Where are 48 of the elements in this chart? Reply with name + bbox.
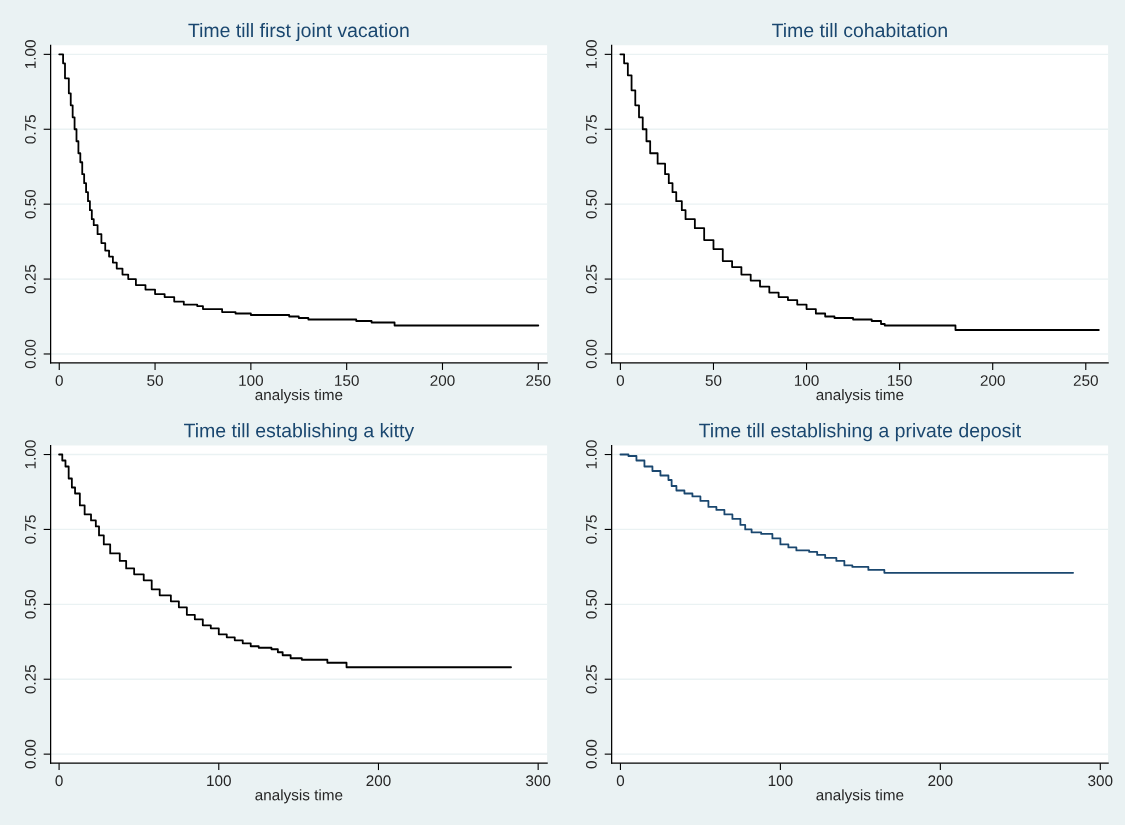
x-tick-label: 50 xyxy=(147,375,163,386)
x-tick-label: 100 xyxy=(768,775,793,787)
y-tick-label: 0.00 xyxy=(24,339,36,369)
x-tick-label: 0 xyxy=(55,375,63,386)
y-tick-label: 1.00 xyxy=(586,40,597,69)
x-tick-label: 150 xyxy=(888,375,912,386)
y-tick-label: 0.75 xyxy=(586,515,597,544)
y-tick-label: 0.75 xyxy=(24,115,36,144)
x-tick-label: 200 xyxy=(928,775,953,787)
x-axis-title: analysis time xyxy=(816,789,904,804)
x-tick-label: 100 xyxy=(239,375,264,386)
x-tick-label: 200 xyxy=(366,775,391,787)
y-tick-label: 0.25 xyxy=(586,264,597,294)
y-tick-label: 0.25 xyxy=(586,665,597,694)
y-tick-label: 0.50 xyxy=(24,590,36,619)
x-tick-label: 100 xyxy=(207,775,231,787)
x-tick-label: 0 xyxy=(55,775,63,787)
chart-title: Time till cohabitation xyxy=(772,22,947,38)
x-tick-label: 0 xyxy=(616,375,625,386)
y-tick-label: 0.00 xyxy=(586,739,597,769)
y-tick-label: 1.00 xyxy=(24,440,36,469)
x-tick-label: 250 xyxy=(1073,375,1098,386)
y-tick-label: 0.25 xyxy=(24,264,36,294)
x-axis-title: analysis time xyxy=(816,389,904,404)
x-axis-title: analysis time xyxy=(255,389,343,404)
x-tick-label: 150 xyxy=(335,375,359,386)
y-tick-label: 0.50 xyxy=(24,189,36,219)
y-tick-label: 0.75 xyxy=(24,515,36,544)
x-tick-label: 0 xyxy=(616,775,625,787)
y-tick-label: 1.00 xyxy=(586,440,597,469)
y-tick-label: 0.00 xyxy=(586,339,597,369)
x-axis-title: analysis time xyxy=(255,789,343,804)
x-tick-label: 300 xyxy=(1088,775,1113,787)
y-tick-label: 0.25 xyxy=(24,665,36,694)
y-tick-label: 0.75 xyxy=(586,115,597,144)
chart-title: Time till establishing a kitty xyxy=(184,423,415,442)
x-tick-label: 200 xyxy=(430,375,455,386)
chart-title: Time till establishing a private deposit xyxy=(699,423,1021,442)
y-tick-label: 0.00 xyxy=(24,739,36,769)
x-tick-label: 250 xyxy=(526,375,551,386)
y-tick-label: 0.50 xyxy=(586,590,597,619)
x-tick-label: 200 xyxy=(980,375,1005,386)
x-tick-label: 100 xyxy=(794,375,819,386)
y-tick-label: 1.00 xyxy=(24,40,36,69)
x-tick-label: 300 xyxy=(526,775,551,787)
chart-title: Time till first joint vacation xyxy=(188,22,409,42)
x-tick-label: 50 xyxy=(705,375,722,386)
y-tick-label: 0.50 xyxy=(586,189,597,219)
